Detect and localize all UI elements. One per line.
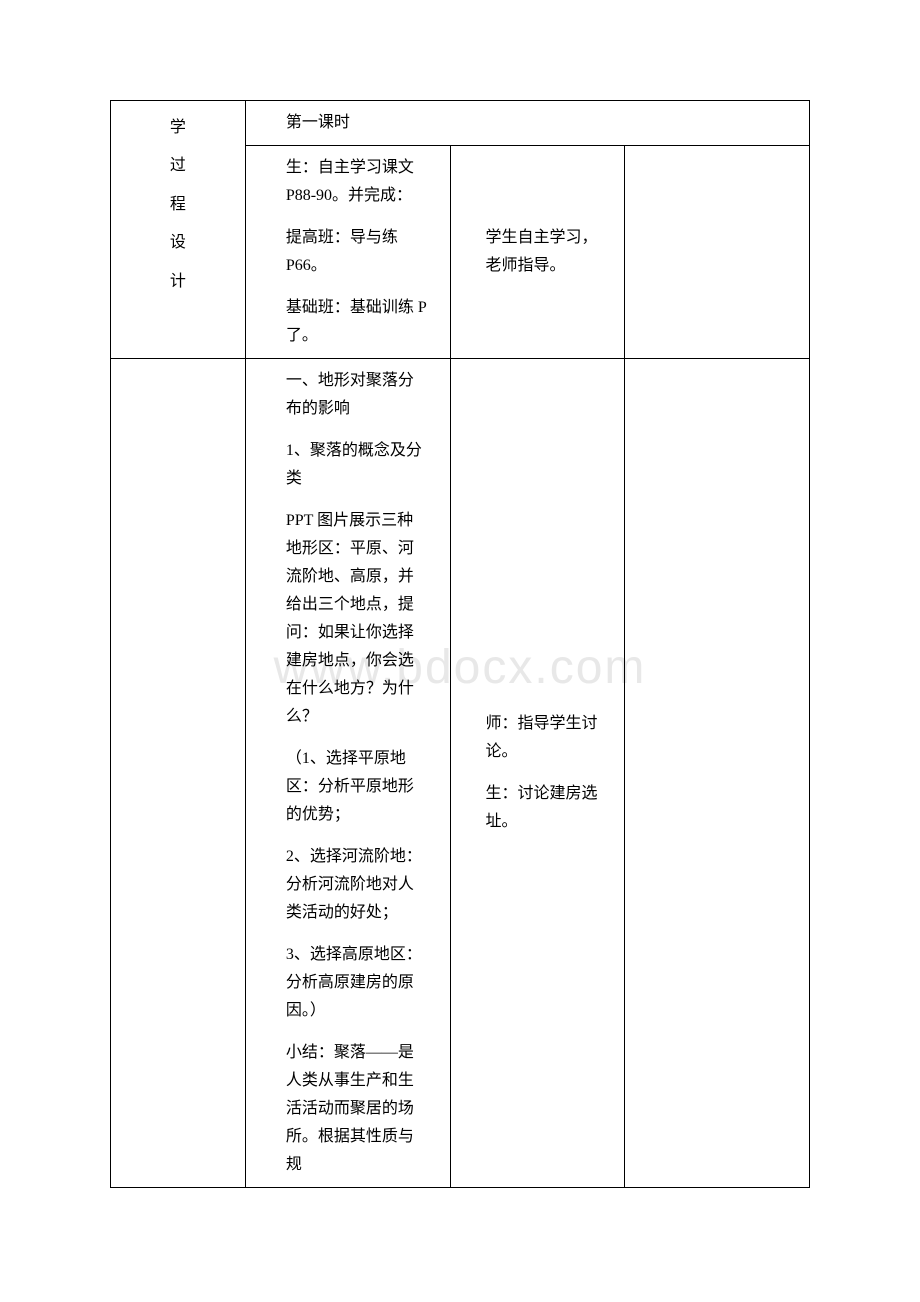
row3-content-cell: 一、地形对聚落分布的影响 1、聚落的概念及分类 PPT 图片展示三种地形区：平原… <box>245 359 450 1188</box>
sidebar-char: 设 <box>111 224 245 262</box>
option-2-text: 2、选择河流阶地：分析河流阶地对人类活动的好处； <box>286 843 428 927</box>
summary-text: 小结：聚落——是人类从事生产和生活活动而聚居的场所。根据其性质与规 <box>286 1039 428 1179</box>
row1-header-cell: 第一课时 <box>245 101 809 146</box>
row2-notes-cell <box>625 146 810 359</box>
lesson-period-title: 第一课时 <box>286 114 350 131</box>
sidebar-cell: 学 过 程 设 计 <box>111 101 246 359</box>
self-study-text: 学生自主学习，老师指导。 <box>486 229 598 274</box>
row3-notes-cell <box>625 359 810 1188</box>
lesson-plan-table: 学 过 程 设 计 第一课时 生：自主学习课文 P88-90。并完成： 提高班：… <box>110 100 810 1188</box>
row3-sidebar-cell <box>111 359 246 1188</box>
ppt-description: PPT 图片展示三种地形区：平原、河流阶地、高原，并给出三个地点，提问：如果让你… <box>286 507 428 731</box>
student-task-text: 生：自主学习课文 P88-90。并完成： <box>286 154 428 210</box>
section-title: 一、地形对聚落分布的影响 <box>286 367 428 423</box>
row2-method-cell: 学生自主学习，老师指导。 <box>450 146 625 359</box>
basic-class-text: 基础班：基础训练 P 了。 <box>286 294 428 350</box>
sidebar-char: 计 <box>111 263 245 301</box>
student-discuss-text: 生：讨论建房选址。 <box>486 780 610 836</box>
row3-method-cell: 师：指导学生讨论。 生：讨论建房选址。 <box>450 359 625 1188</box>
sidebar-char: 学 <box>111 109 245 147</box>
concept-title: 1、聚落的概念及分类 <box>286 437 428 493</box>
option-1-text: （1、选择平原地区：分析平原地形的优势； <box>286 745 428 829</box>
sidebar-char: 程 <box>111 186 245 224</box>
row2-content-cell: 生：自主学习课文 P88-90。并完成： 提高班：导与练 P66。 基础班：基础… <box>245 146 450 359</box>
sidebar-char: 过 <box>111 147 245 185</box>
option-3-text: 3、选择高原地区：分析高原建房的原因。） <box>286 941 428 1025</box>
advanced-class-text: 提高班：导与练 P66。 <box>286 224 428 280</box>
teacher-guide-text: 师：指导学生讨论。 <box>486 710 610 766</box>
